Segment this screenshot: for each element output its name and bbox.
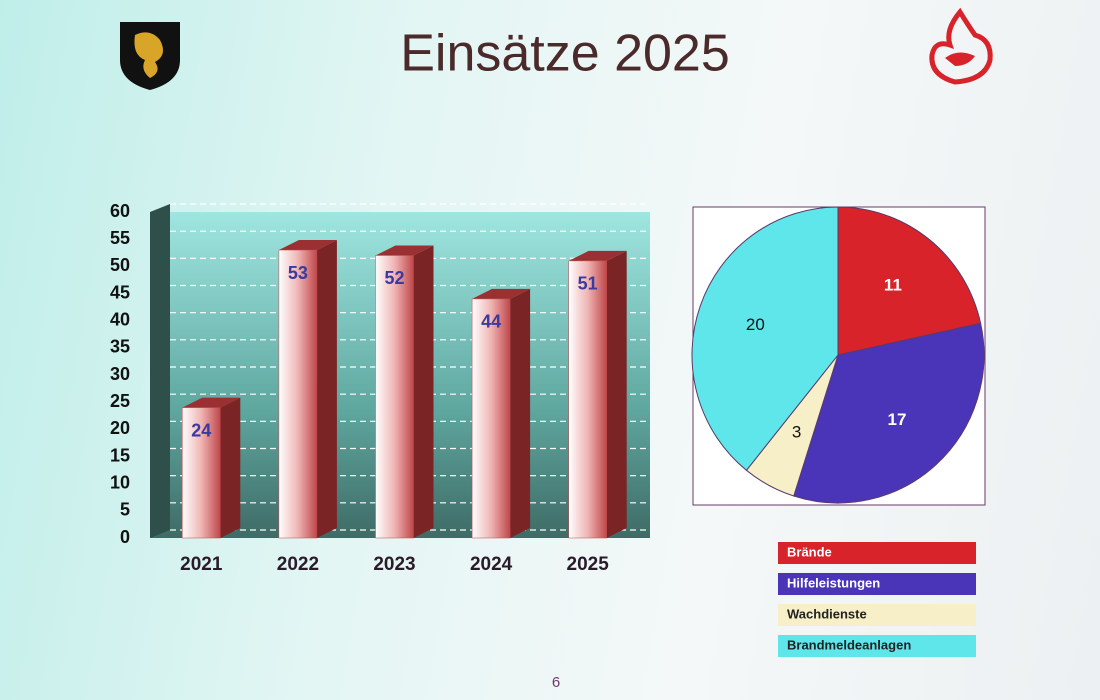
bar-side bbox=[316, 240, 337, 539]
x-tick-label: 2024 bbox=[470, 554, 513, 575]
x-tick-label: 2023 bbox=[373, 554, 415, 575]
x-tick-label: 2022 bbox=[277, 554, 319, 575]
y-tick-label: 40 bbox=[110, 309, 130, 329]
y-tick-label: 55 bbox=[110, 228, 130, 248]
legend-label: Wachdienste bbox=[787, 606, 867, 621]
bar bbox=[182, 407, 221, 539]
legend-label: Hilfeleistungen bbox=[787, 575, 880, 590]
bar-side bbox=[510, 288, 531, 538]
bar-side bbox=[606, 250, 627, 538]
y-tick-label: 15 bbox=[110, 445, 130, 465]
y-tick-label: 60 bbox=[110, 201, 130, 221]
bar-side bbox=[220, 397, 241, 538]
pie-slice bbox=[793, 322, 985, 504]
bar-top bbox=[568, 250, 627, 261]
bar-top bbox=[472, 288, 531, 299]
y-tick-label: 25 bbox=[110, 391, 130, 411]
y-tick-label: 30 bbox=[110, 364, 130, 384]
bar bbox=[568, 260, 607, 539]
slide-title: Einsätze 2025 bbox=[400, 25, 730, 83]
legend-swatch bbox=[778, 542, 976, 564]
data-label: 52 bbox=[384, 268, 404, 288]
bar-top bbox=[182, 397, 241, 408]
coat-of-arms bbox=[120, 22, 180, 90]
slice-label: 11 bbox=[884, 275, 902, 294]
slice-label: 3 bbox=[792, 423, 801, 442]
slice-label: 17 bbox=[888, 410, 907, 429]
bar-top bbox=[375, 245, 434, 256]
data-label: 53 bbox=[288, 263, 308, 283]
legend-swatch bbox=[778, 635, 976, 657]
pie-slice bbox=[691, 206, 839, 472]
legend-swatch bbox=[778, 604, 976, 626]
y-tick-label: 10 bbox=[110, 472, 130, 492]
legend-label: Brandmeldeanlagen bbox=[787, 637, 911, 652]
legend-label: Brände bbox=[787, 544, 832, 559]
y-tick-label: 20 bbox=[110, 418, 130, 438]
data-label: 44 bbox=[481, 312, 501, 332]
plot-wall bbox=[150, 204, 170, 538]
bar bbox=[278, 249, 318, 539]
x-tick-label: 2021 bbox=[180, 554, 223, 575]
fire-logo bbox=[929, 7, 993, 85]
bar bbox=[375, 255, 414, 539]
bar bbox=[471, 298, 511, 539]
y-tick-label: 35 bbox=[110, 337, 130, 357]
data-label: 24 bbox=[191, 420, 211, 440]
pie-slice bbox=[837, 206, 982, 356]
legend-swatch bbox=[778, 573, 976, 595]
page-number: 6 bbox=[552, 674, 560, 691]
y-tick-label: 45 bbox=[110, 282, 130, 302]
y-tick-label: 50 bbox=[110, 255, 130, 275]
y-tick-label: 0 bbox=[120, 527, 130, 547]
bar-top bbox=[278, 240, 337, 251]
slice-label: 20 bbox=[746, 315, 765, 334]
bar-side bbox=[413, 245, 434, 538]
x-tick-label: 2025 bbox=[567, 554, 610, 575]
data-label: 51 bbox=[578, 274, 598, 294]
y-tick-label: 5 bbox=[120, 500, 130, 520]
